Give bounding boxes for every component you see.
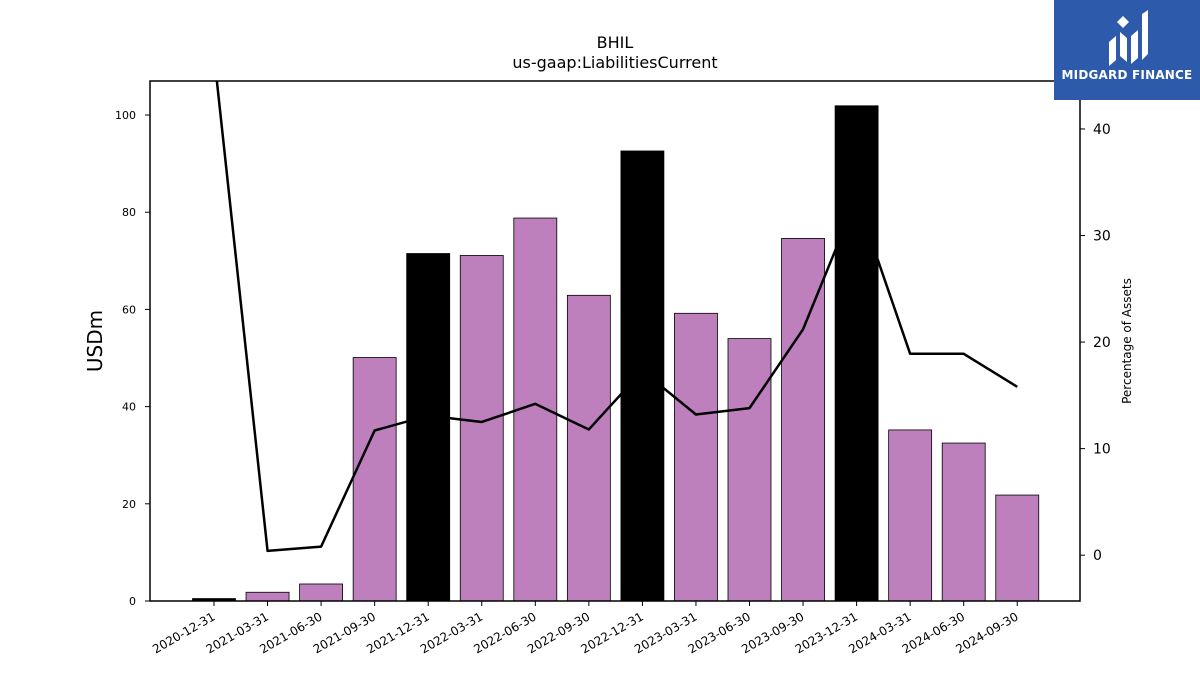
y-tick-label: 0: [129, 595, 136, 608]
y2-tick-label: 30: [1093, 229, 1111, 245]
y2-tick-label: 0: [1093, 548, 1102, 564]
y2-tick-label: 10: [1093, 442, 1111, 458]
y-tick-label: 100: [115, 109, 136, 122]
plot-frame: [149, 80, 1081, 602]
bar-2021-12-31: [406, 253, 451, 602]
y-tick-label: 20: [122, 498, 136, 511]
y-tick-label: 80: [122, 206, 136, 219]
bar-2021-03-31: [245, 591, 290, 602]
bar-2022-03-31: [459, 255, 504, 602]
bar-2024-09-30: [995, 494, 1040, 602]
bar-2023-12-31: [834, 105, 879, 602]
y2-axis-label: Percentage of Assets: [1120, 278, 1134, 404]
percentage-of-assets-line: [215, 81, 1018, 553]
bar-2024-06-30: [941, 442, 986, 602]
y2-tick-label: 40: [1093, 122, 1111, 138]
y2-tick-label: 20: [1093, 335, 1111, 351]
bar-2021-09-30: [352, 357, 397, 602]
y-tick-label: 40: [122, 401, 136, 414]
chart-subtitle: us-gaap:LiabilitiesCurrent: [512, 53, 717, 72]
logo-text: MIDGARD FINANCE: [1061, 68, 1193, 82]
bar-2022-12-31: [620, 150, 665, 602]
midgard-logo-icon: [1109, 10, 1148, 66]
chart-title: BHIL: [597, 33, 634, 52]
y-axis-label: USDm: [83, 310, 107, 372]
bar-2021-06-30: [299, 583, 344, 602]
bar-2023-03-31: [674, 312, 718, 602]
bar-2023-06-30: [727, 338, 772, 602]
bar-2022-09-30: [566, 294, 611, 602]
bar-2024-03-31: [888, 429, 933, 602]
y-tick-label: 60: [122, 303, 136, 316]
midgard-finance-logo: MIDGARD FINANCE: [1054, 0, 1200, 100]
